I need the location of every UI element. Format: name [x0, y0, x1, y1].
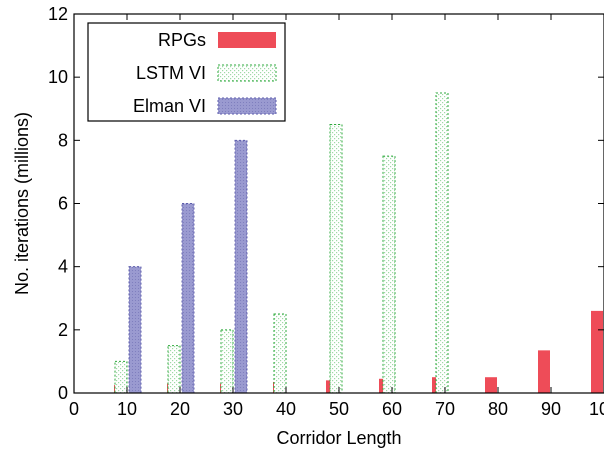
bar-lstm-vi-50: [329, 124, 343, 394]
legend-label-lstm-vi: LSTM VI: [136, 63, 206, 83]
legend-swatch-rpgs: [218, 32, 276, 48]
bar-lstm-vi-40: [273, 313, 287, 394]
plot-frame: [73, 13, 604, 394]
bar-elman-vi-30: [234, 139, 248, 394]
legend-label-elman-vi: Elman VI: [133, 96, 206, 116]
bars-layer: [114, 92, 603, 394]
y-tick-label: 10: [48, 67, 68, 87]
legend: RPGs LSTM VI Elman VI: [87, 22, 286, 122]
bar-lstm-vi-20: [167, 345, 181, 394]
x-tick-label: 70: [435, 399, 455, 419]
legend-swatch-lstm-vi: [217, 64, 277, 82]
x-axis-title: Corridor Length: [276, 428, 401, 448]
ticks-layer: 0 10 20 30 40 50 60 70 80 90 100 0 2 4 6 8 10 12: [48, 4, 604, 419]
y-tick-label: 0: [58, 383, 68, 403]
x-tick-label: 50: [329, 399, 349, 419]
x-tick-label: 80: [488, 399, 508, 419]
bar-rpgs-80: [485, 377, 497, 393]
y-tick-label: 12: [48, 4, 68, 24]
bar-elman-vi-20: [181, 203, 195, 394]
y-tick-label: 6: [58, 194, 68, 214]
bar-lstm-vi-30: [220, 329, 234, 394]
x-tick-label: 60: [382, 399, 402, 419]
y-axis-title: No. iterations (millions): [12, 112, 32, 295]
bar-elman-vi-10: [128, 266, 142, 394]
legend-label-rpgs: RPGs: [158, 30, 206, 50]
x-tick-label: 10: [117, 399, 137, 419]
y-tick-label: 4: [58, 257, 68, 277]
legend-swatch-elman-vi: [217, 97, 277, 115]
x-tick-label: 0: [69, 399, 79, 419]
bar-lstm-vi-70: [435, 92, 449, 394]
bar-rpgs-100: [591, 310, 603, 393]
y-tick-label: 8: [58, 130, 68, 150]
x-tick-label: 30: [223, 399, 243, 419]
x-tick-label: 20: [170, 399, 190, 419]
bar-lstm-vi-60: [382, 155, 396, 394]
x-tick-label: 40: [276, 399, 296, 419]
bar-rpgs-90: [538, 350, 550, 393]
x-tick-label: 100: [589, 399, 604, 419]
y-tick-label: 2: [58, 320, 68, 340]
bar-lstm-vi-10: [114, 360, 128, 394]
x-tick-label: 90: [541, 399, 561, 419]
